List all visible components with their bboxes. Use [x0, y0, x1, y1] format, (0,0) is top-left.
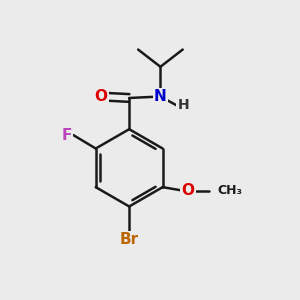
Text: O: O — [94, 89, 107, 104]
Text: O: O — [182, 183, 194, 198]
Text: Br: Br — [120, 232, 139, 247]
Text: CH₃: CH₃ — [218, 184, 243, 197]
Text: N: N — [154, 89, 167, 104]
Text: F: F — [62, 128, 72, 142]
Text: H: H — [178, 98, 189, 112]
